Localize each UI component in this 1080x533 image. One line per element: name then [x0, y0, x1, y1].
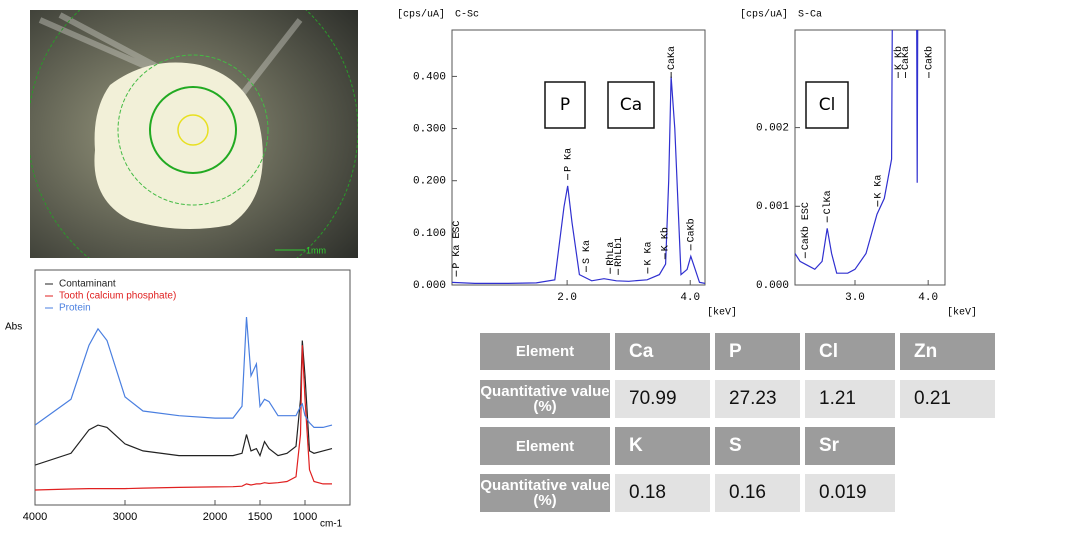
x-axis-label: [keV] — [707, 307, 737, 319]
x-tick-label: 3.0 — [845, 292, 865, 304]
x-tick-label: 2000 — [203, 511, 227, 523]
table-cell: P — [715, 333, 800, 370]
x-tick-label: 4.0 — [680, 292, 700, 304]
peak-label: K Ka — [873, 175, 884, 199]
series-line — [35, 340, 333, 466]
peak-label: P Ka — [563, 148, 574, 172]
y-axis-label: [cps/uA] — [740, 9, 788, 21]
peak-label: K Kb — [893, 46, 905, 70]
peak-label: CaKa — [901, 46, 912, 70]
plot-area — [795, 30, 919, 274]
y-tick-label: 0.001 — [756, 201, 789, 213]
peak-label: CaKb — [924, 46, 936, 70]
x-tick-label: 4000 — [23, 511, 47, 523]
table-cell: 70.99 — [615, 380, 710, 418]
legend-label: Protein — [59, 303, 91, 314]
peak-label: P Ka ESC — [452, 221, 463, 269]
legend-label: Tooth (calcium phosphate) — [59, 291, 176, 302]
peak-label: RhLa — [605, 242, 617, 266]
element-box — [805, 81, 849, 129]
peak-label: CaKa — [667, 46, 678, 70]
y-tick-label: 0.000 — [756, 280, 789, 292]
plot-area — [452, 76, 705, 284]
x-tick-label: 2.0 — [557, 292, 577, 304]
chart-title: C-Sc — [455, 10, 479, 21]
x-axis-label: [keV] — [947, 307, 977, 319]
y-tick-label: 0.100 — [413, 228, 446, 240]
x-tick-label: 1500 — [248, 511, 272, 523]
legend-label: Contaminant — [59, 279, 116, 290]
table-cell: 0.21 — [900, 380, 995, 418]
table-cell: K — [615, 427, 710, 465]
series-line — [35, 345, 332, 491]
element-box — [607, 81, 655, 129]
y-tick-label: 0.002 — [756, 122, 789, 134]
plot-frame — [34, 269, 351, 506]
table-cell: Ca — [615, 333, 710, 370]
photo: 1mm — [30, 10, 358, 258]
y-axis-label: [cps/uA] — [397, 9, 445, 21]
peak-label: S Ka — [582, 240, 593, 264]
series-line — [452, 76, 705, 284]
table-cell: 0.16 — [715, 474, 800, 512]
table-cell: 27.23 — [715, 380, 800, 418]
row-header: Element — [480, 427, 610, 465]
element-box-label: P — [560, 95, 570, 115]
table-cell: S — [715, 427, 800, 465]
element-box-label: Ca — [620, 95, 642, 115]
peak-label: K Ka — [643, 242, 654, 266]
y-axis-label: Abs — [5, 322, 22, 333]
element-box — [544, 81, 586, 129]
row-header: Quantitative value (%) — [480, 474, 610, 512]
y-tick-label: 0.300 — [413, 123, 446, 135]
table-cell: Cl — [805, 333, 895, 370]
y-tick-label: 0.400 — [413, 71, 446, 83]
table-cell: Sr — [805, 427, 895, 465]
plot-frame — [794, 29, 946, 286]
scale-label: 1mm — [306, 245, 326, 255]
element-box-label: Cl — [819, 95, 836, 115]
series-line — [795, 30, 919, 274]
series-line — [35, 316, 333, 428]
x-axis-label: cm-1 — [320, 519, 343, 530]
table-cell: 0.019 — [805, 474, 895, 512]
x-tick-label: 1000 — [293, 511, 317, 523]
peak-label: K Kb — [660, 227, 672, 251]
plot-area — [35, 316, 333, 491]
chart-title: S-Ca — [798, 10, 822, 21]
table-cell: 1.21 — [805, 380, 895, 418]
plot-frame — [451, 29, 706, 286]
peak-label: CaKb — [685, 218, 697, 242]
table-cell: 0.18 — [615, 474, 710, 512]
x-tick-label: 3000 — [113, 511, 137, 523]
peak-label: ClKa — [822, 190, 834, 214]
table-cell: Zn — [900, 333, 995, 370]
row-header: Element — [480, 333, 610, 370]
peak-label: CaKb ESC — [800, 202, 812, 250]
y-tick-label: 0.200 — [413, 176, 446, 188]
x-tick-label: 4.0 — [918, 292, 938, 304]
row-header: Quantitative value (%) — [480, 380, 610, 418]
peak-label: RhLb1 — [613, 237, 625, 267]
chart: 2.0 4.0 0.000 0.100 0.200 0.300 0.400 P Ka ESC P… — [397, 9, 737, 319]
chart: 3.0 4.0 0.000 0.001 0.002 CaKb ESC ClKa K Ka K K… — [740, 9, 977, 319]
y-tick-label: 0.000 — [413, 280, 446, 292]
